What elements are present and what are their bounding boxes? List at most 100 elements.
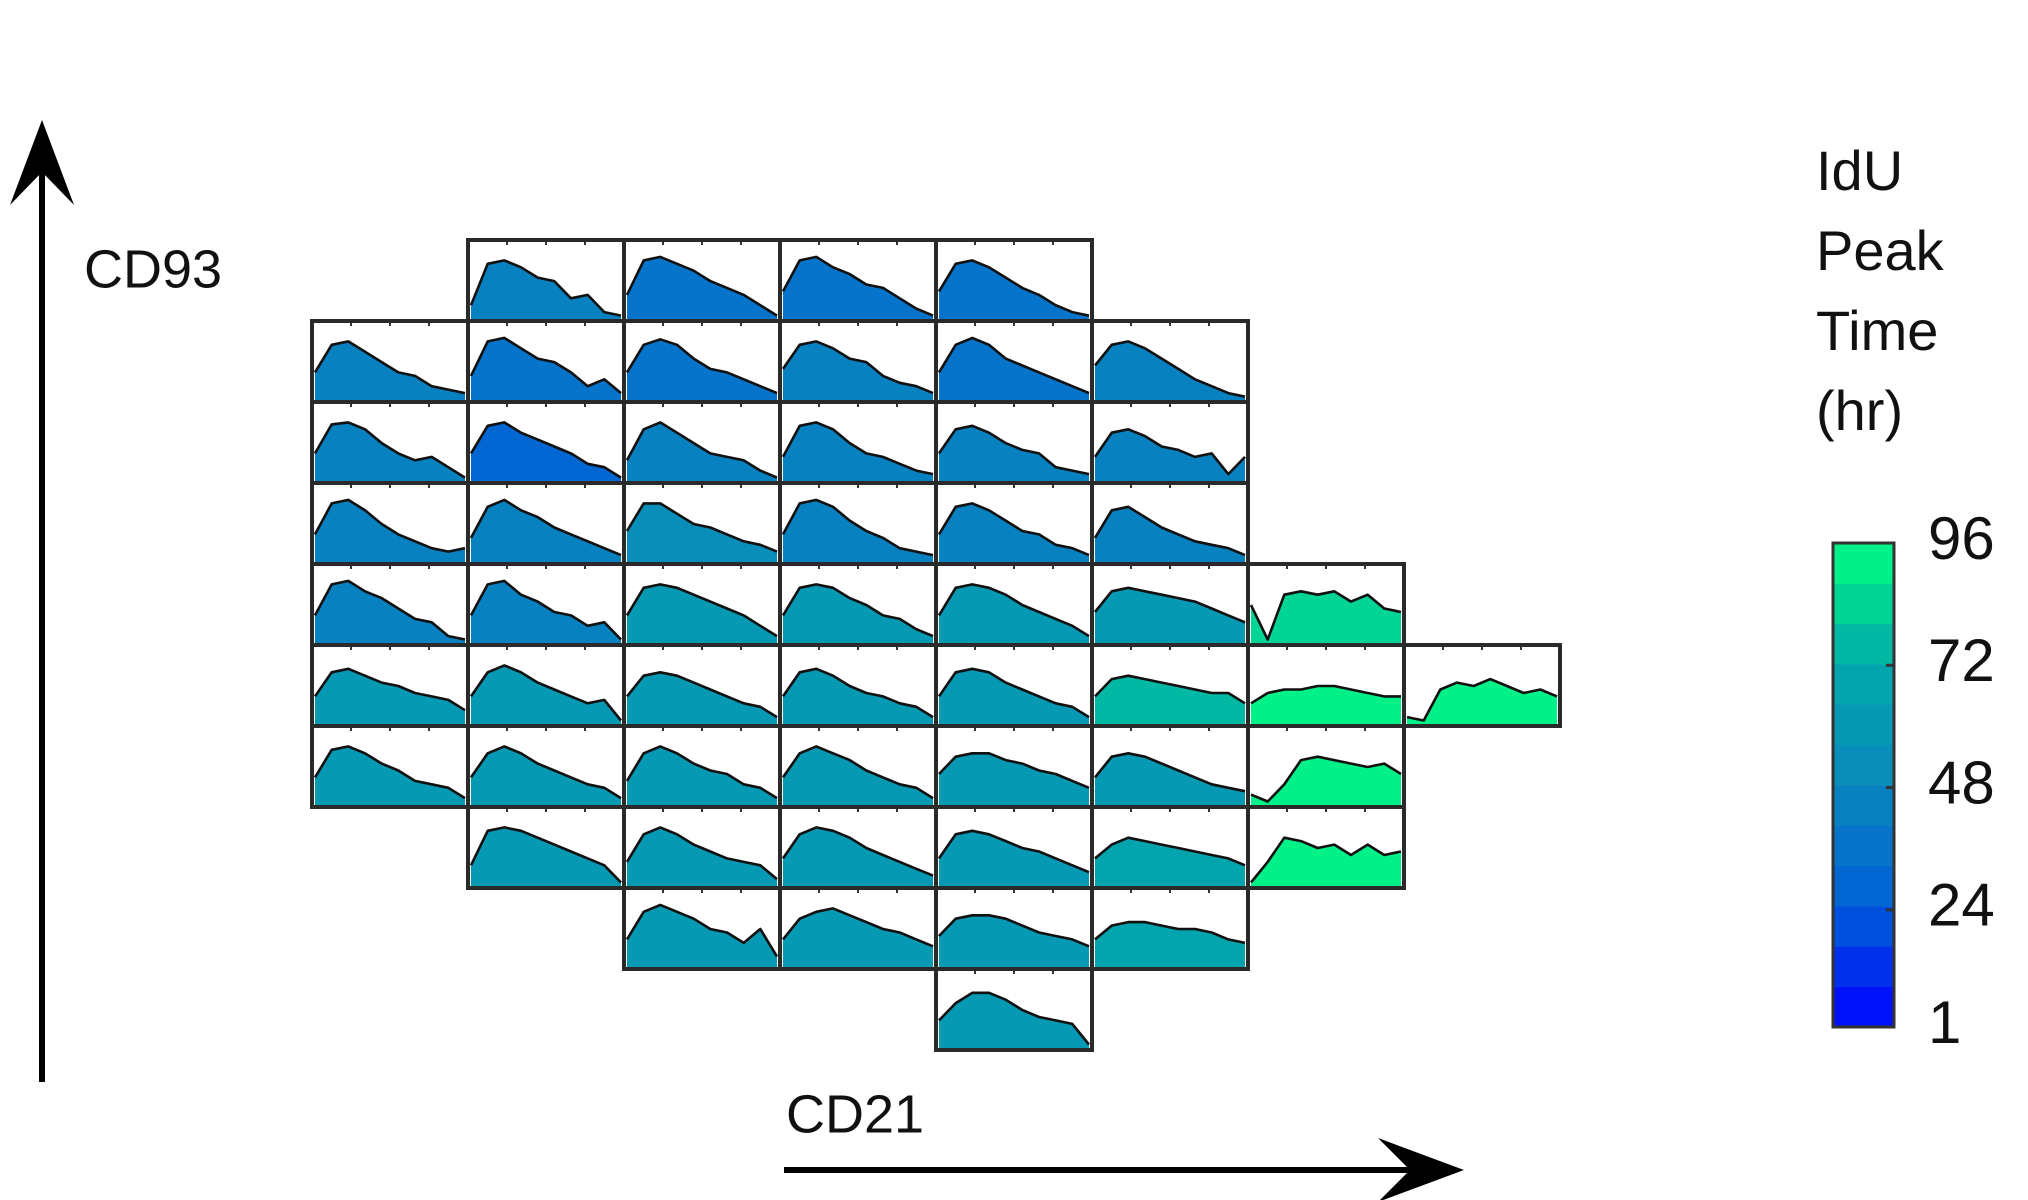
histogram-line [937, 259, 1090, 317]
colorbar-tick-label: 1 [1928, 989, 1961, 1056]
histogram-area [471, 665, 621, 725]
histogram-line [625, 502, 778, 553]
colorbar-label: Time [1816, 299, 1938, 362]
histogram-area [627, 584, 777, 644]
colorbar-level [1833, 986, 1894, 1028]
histogram-line [313, 667, 466, 712]
colorbar-level [1833, 906, 1894, 947]
colorbar-level [1833, 865, 1894, 907]
histogram-line [313, 498, 466, 553]
histogram-line [937, 667, 1090, 719]
histogram-area [783, 499, 933, 563]
colorbar-level [1833, 744, 1894, 786]
histogram-area [939, 992, 1089, 1049]
histogram-line [625, 421, 778, 479]
cell-border [934, 967, 1094, 1052]
histogram-area [783, 256, 933, 320]
histogram-line [781, 498, 934, 557]
colorbar-level [1833, 785, 1894, 826]
histogram-area [1095, 587, 1245, 644]
histogram-line [469, 745, 622, 800]
histogram-area [939, 915, 1089, 968]
histogram-area [1095, 753, 1245, 806]
histogram-line [1250, 684, 1401, 705]
histogram-line [938, 991, 1091, 1046]
histogram-area [939, 503, 1089, 563]
histogram-line [938, 914, 1090, 948]
histogram-line [469, 336, 622, 395]
histogram-area [627, 422, 777, 482]
histogram-line [781, 255, 934, 317]
histogram-line [625, 338, 778, 395]
histogram-area [315, 580, 465, 644]
histogram-line [1093, 752, 1246, 793]
colorbar-level [1833, 543, 1894, 584]
histogram-area [471, 337, 621, 401]
x-axis-label: CD21 [786, 1084, 924, 1144]
histogram-area [471, 422, 621, 482]
histogram-area [1095, 675, 1245, 725]
histogram-area [627, 339, 777, 401]
histogram-line [625, 826, 778, 881]
histogram-line [1093, 586, 1246, 624]
histogram-line [469, 664, 623, 722]
histogram-area [1095, 341, 1245, 401]
histogram-area [627, 904, 777, 968]
cell-border [1090, 886, 1250, 971]
histogram-area [1095, 506, 1245, 563]
colorbar-level [1833, 704, 1894, 746]
histogram-area [783, 827, 933, 887]
histogram-area [1251, 591, 1401, 644]
histogram-area [939, 584, 1089, 644]
cell-grid [310, 238, 1562, 1052]
colorbar-level [1833, 946, 1894, 988]
histogram-area [315, 746, 465, 806]
histogram-line [781, 907, 934, 948]
colorbar: 1 24 48 72 96 IdU Peak Time (hr) [1816, 139, 1995, 1056]
histogram-area [939, 425, 1089, 482]
colorbar-tick-label: 96 [1928, 505, 1995, 572]
histogram-line [313, 340, 466, 395]
histogram-line [313, 579, 466, 641]
histogram-area [783, 746, 933, 806]
histogram-area [627, 256, 777, 320]
histogram-area [471, 827, 621, 887]
histogram-area [1407, 679, 1557, 725]
histogram-line [937, 583, 1090, 638]
histogram-area [627, 672, 777, 725]
histogram-area [939, 337, 1089, 401]
histogram-line [1249, 590, 1402, 641]
histogram-line [938, 752, 1090, 790]
histogram-line [469, 498, 622, 557]
histogram-line [1249, 836, 1402, 884]
histogram-line [781, 826, 934, 877]
histogram-line [1093, 505, 1246, 557]
histogram-line [469, 421, 622, 479]
histogram-area [1251, 837, 1401, 887]
histogram-area [1095, 837, 1245, 887]
histogram-area [939, 753, 1089, 806]
colorbar-tick-label: 24 [1928, 872, 1995, 939]
histogram-area [471, 746, 621, 806]
histogram-area [627, 503, 777, 563]
histogram-area [783, 584, 933, 644]
histogram-line [625, 903, 779, 958]
histogram-area [783, 422, 933, 482]
colorbar-tick-label: 72 [1928, 627, 1995, 694]
histogram-line [469, 259, 622, 317]
histogram-line [625, 255, 778, 317]
colorbar-level [1833, 664, 1894, 705]
histogram-area [1251, 756, 1401, 806]
histogram-line [313, 421, 466, 479]
histogram-line [781, 340, 934, 395]
histogram-area [315, 668, 465, 725]
colorbar-level [1833, 825, 1894, 867]
colorbar-label: Peak [1816, 219, 1945, 282]
histogram-area [783, 341, 933, 401]
histogram-area [471, 499, 621, 563]
histogram-area [783, 908, 933, 968]
histogram-line [1094, 920, 1246, 945]
cell-border [1402, 643, 1562, 728]
histogram-line [1093, 428, 1246, 476]
